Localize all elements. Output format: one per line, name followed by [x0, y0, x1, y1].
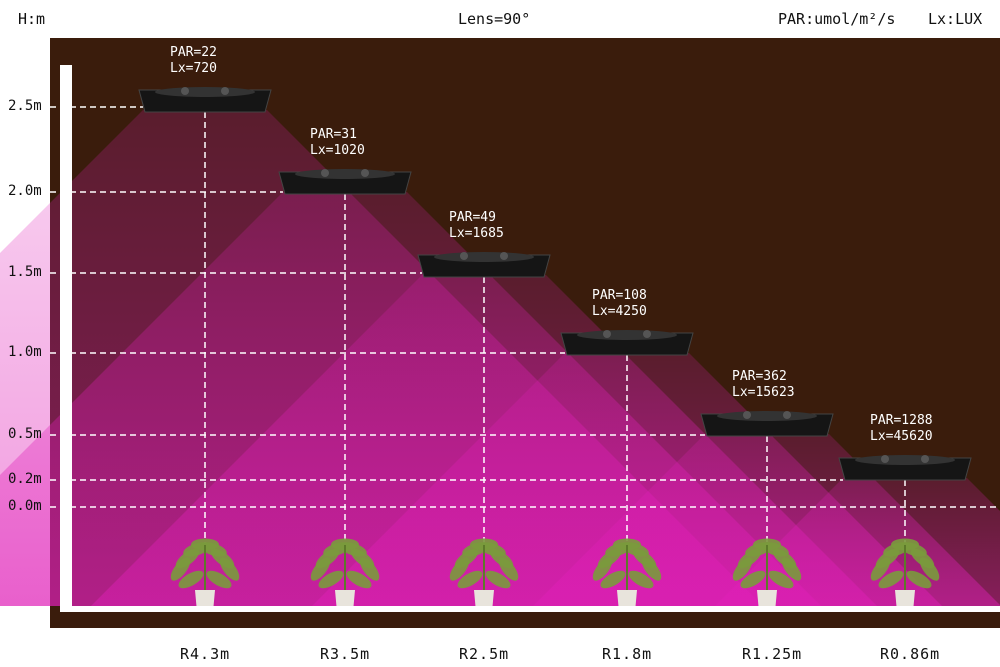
height-label: 0.0m [8, 498, 42, 514]
light-reading: PAR=1288 Lx=45620 [870, 413, 933, 445]
plant-icon [592, 538, 662, 612]
coverage-radius-label: R2.5m [459, 645, 510, 663]
lux-value: Lx=45620 [870, 429, 933, 444]
lux-value: Lx=4250 [592, 304, 647, 319]
lens-label: Lens=90° [458, 10, 531, 28]
lux-unit-label: Lx:LUX [928, 10, 983, 28]
par-value: PAR=22 [170, 45, 217, 60]
height-label: 1.5m [8, 264, 42, 280]
par-value: PAR=31 [310, 127, 357, 142]
coverage-radius-label: R1.25m [742, 645, 803, 663]
coverage-radius-label: R4.3m [180, 645, 231, 663]
plant-icon [732, 538, 802, 612]
light-reading: PAR=49 Lx=1685 [449, 210, 504, 242]
coverage-radius-label: R0.86m [880, 645, 941, 663]
floor [60, 606, 1000, 612]
plant-icon [310, 538, 380, 612]
height-label: 0.5m [8, 426, 42, 442]
height-label: 0.2m [8, 471, 42, 487]
grow-light-fixture [560, 330, 694, 356]
par-unit-label: PAR:umol/m²/s [778, 10, 896, 28]
wall [60, 65, 72, 612]
light-reading: PAR=22 Lx=720 [170, 45, 217, 77]
par-value: PAR=1288 [870, 413, 933, 428]
par-value: PAR=362 [732, 369, 787, 384]
lux-value: Lx=1685 [449, 226, 504, 241]
height-unit-label: H:m [18, 10, 46, 28]
height-label: 1.0m [8, 344, 42, 360]
lux-value: Lx=15623 [732, 385, 795, 400]
par-value: PAR=108 [592, 288, 647, 303]
grow-light-fixture [138, 87, 272, 113]
lux-value: Lx=720 [170, 61, 217, 76]
coverage-radius-label: R1.8m [602, 645, 653, 663]
grow-light-fixture [417, 252, 551, 278]
grow-light-fixture [838, 455, 972, 481]
light-reading: PAR=108 Lx=4250 [592, 288, 647, 320]
light-reading: PAR=362 Lx=15623 [732, 369, 795, 401]
lux-value: Lx=1020 [310, 143, 365, 158]
height-label: 2.5m [8, 98, 42, 114]
height-label: 2.0m [8, 183, 42, 199]
grow-light-fixture [278, 169, 412, 195]
grow-light-fixture [700, 411, 834, 437]
coverage-radius-label: R3.5m [320, 645, 371, 663]
par-value: PAR=49 [449, 210, 496, 225]
plant-icon [449, 538, 519, 612]
light-reading: PAR=31 Lx=1020 [310, 127, 365, 159]
